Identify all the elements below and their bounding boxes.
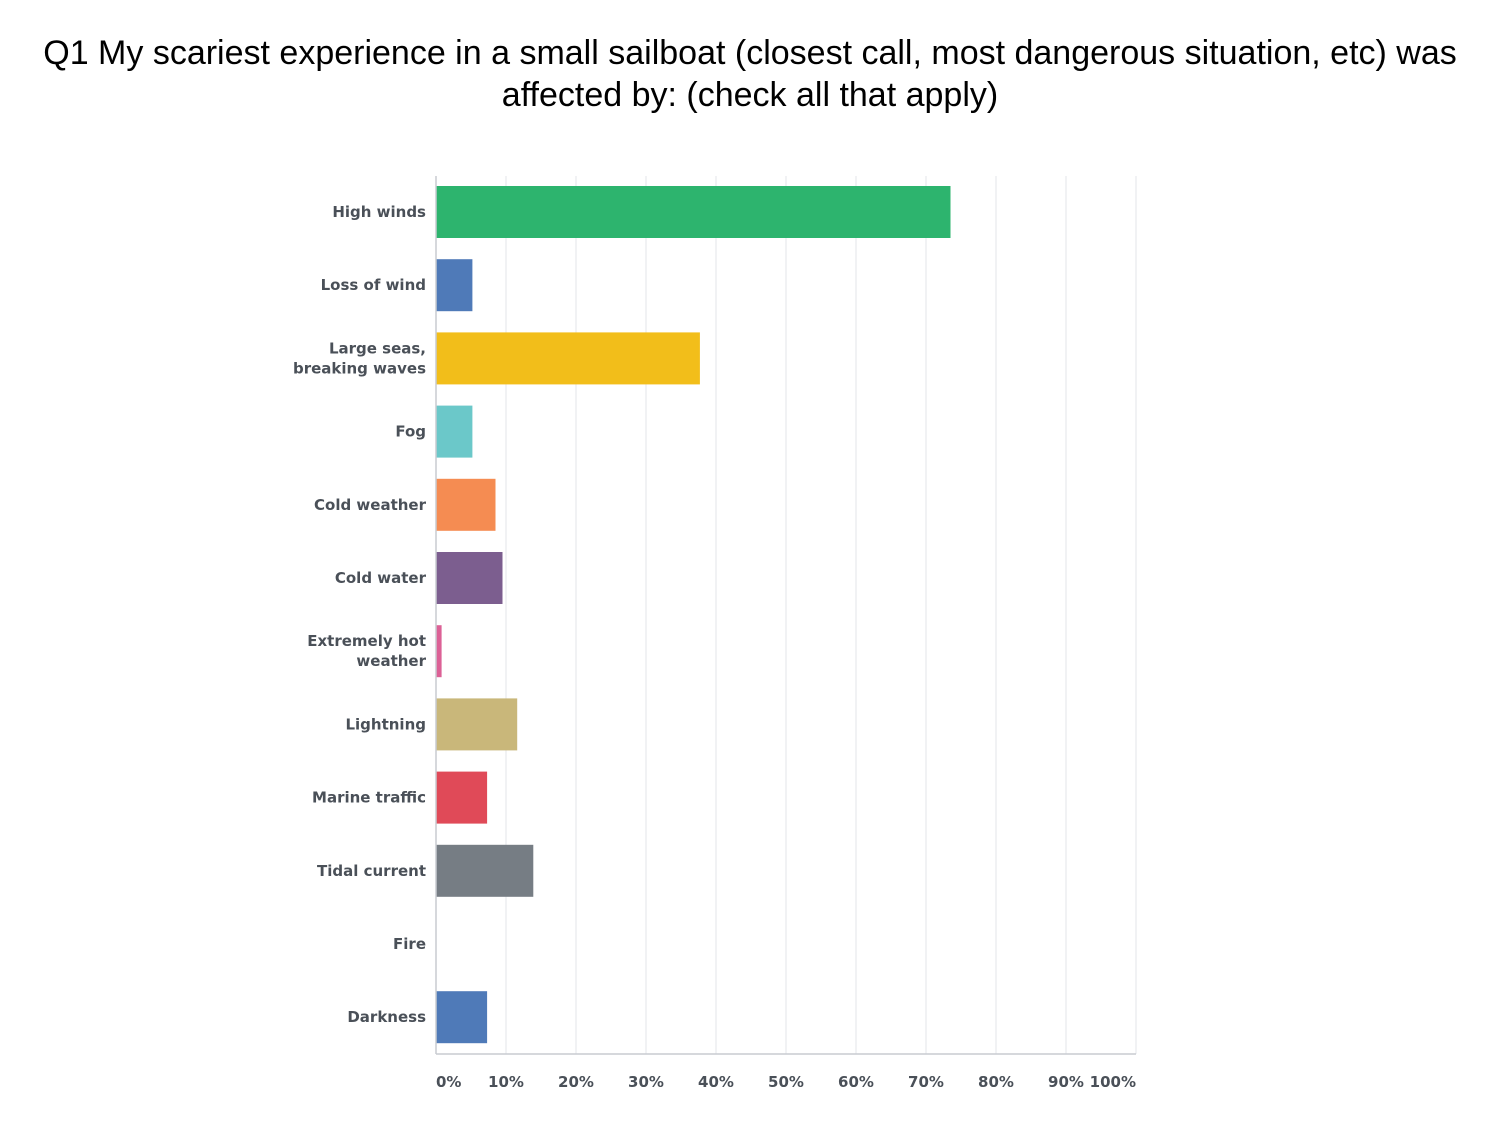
tick-label: 80%	[978, 1073, 1014, 1091]
category-label: Cold water	[335, 569, 427, 587]
tick-label: 20%	[558, 1073, 594, 1091]
gridlines	[435, 176, 1137, 1054]
category-labels: High winds Loss of wind Large seas, breakin…	[293, 203, 427, 1026]
bar	[436, 844, 534, 897]
bar	[436, 478, 496, 531]
tick-label: 0%	[436, 1073, 461, 1091]
tick-label: 100%	[1090, 1073, 1136, 1091]
category-label: Fire	[393, 935, 426, 953]
bar	[436, 405, 473, 458]
chart-title: Q1 My scariest experience in a small sai…	[43, 34, 1457, 114]
tick-label: 60%	[838, 1073, 874, 1091]
category-label: Lightning	[345, 715, 426, 733]
axes	[435, 176, 1136, 1055]
tick-label: 40%	[698, 1073, 734, 1091]
bar	[436, 771, 488, 824]
tick-label: 50%	[768, 1073, 804, 1091]
tick-label: 90%	[1048, 1073, 1084, 1091]
bars	[436, 186, 951, 1044]
bar	[436, 552, 503, 604]
bar	[436, 186, 951, 238]
category-label: weather	[356, 652, 426, 670]
tick-label: 30%	[628, 1073, 664, 1091]
tick-label: 10%	[488, 1073, 524, 1091]
category-label: Loss of wind	[321, 276, 426, 294]
category-label: Marine traffic	[312, 789, 426, 807]
bar	[436, 991, 488, 1044]
tick-label: 70%	[908, 1073, 944, 1091]
bar	[436, 332, 700, 385]
category-label: High winds	[332, 203, 426, 221]
category-label: Cold weather	[314, 496, 427, 514]
category-label: Fog	[395, 423, 426, 441]
tick-labels: 0% 10% 20% 30% 40% 50% 60% 70% 80% 90% 100%	[436, 1073, 1136, 1091]
category-label: Large seas,	[329, 339, 426, 357]
bar	[436, 625, 442, 678]
category-label: breaking waves	[293, 359, 426, 377]
category-label: Extremely hot	[307, 632, 426, 650]
category-label: Darkness	[347, 1008, 426, 1026]
bar	[436, 259, 473, 312]
category-label: Tidal current	[317, 862, 426, 880]
bar	[436, 698, 518, 751]
